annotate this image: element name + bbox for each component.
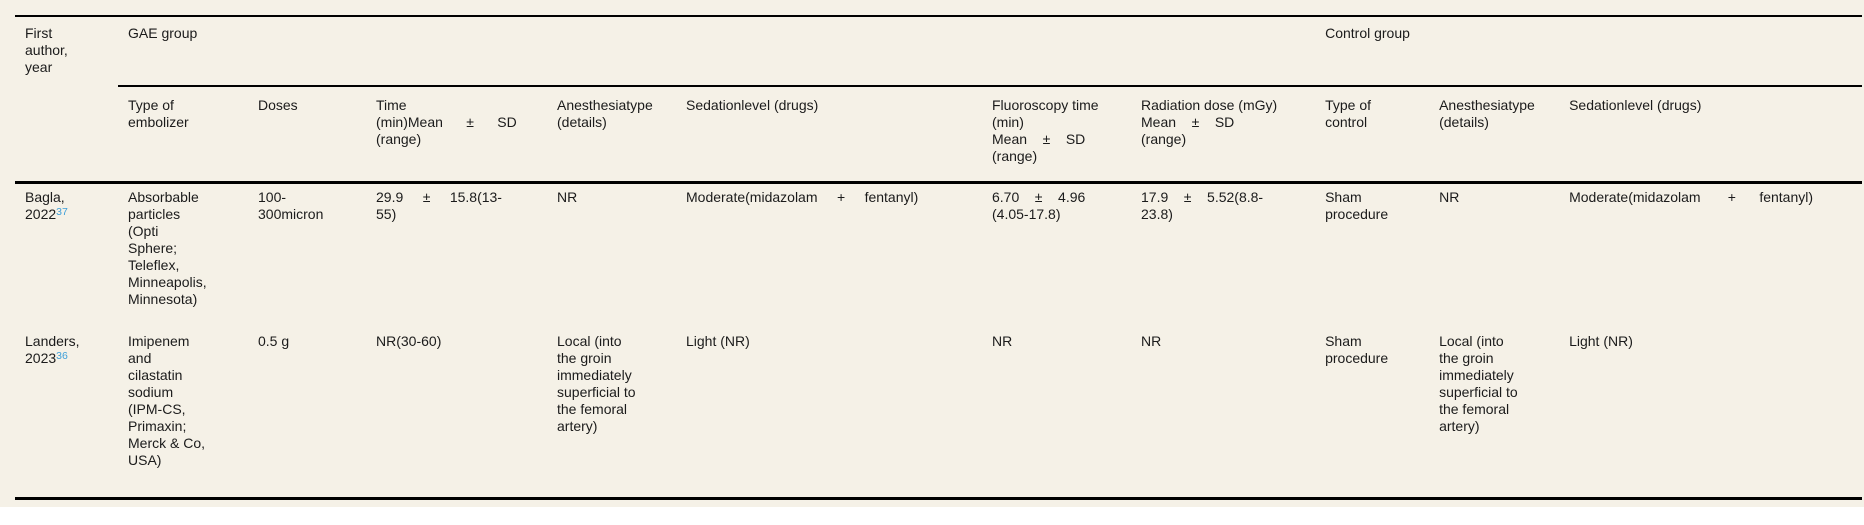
cell-sedation-level-control: Moderate(midazolam + fentanyl) [1569,188,1814,205]
citation-superscript: 37 [56,206,68,218]
table-background-band: First author, year GAE group Control gro… [0,0,1864,507]
header-sedation-level-gae: Sedationlevel (drugs) [676,86,982,184]
cell-time-mean-sd: NR(30-60) [366,328,547,500]
cell-time-mean-sd: 29.9 ± 15.8(13- 55) [376,188,502,222]
cell-sedation-level-gae: Moderate(midazolam + fentanyl) [686,188,919,205]
cell-doses: 0.5 g [248,328,366,500]
header-sedation-level-control: Sedationlevel (drugs) [1559,86,1863,184]
author-year-text: Landers, 2023 [25,333,80,366]
cell-type-of-control: Sham procedure [1325,188,1389,222]
header-radiation-dose: Radiation dose (mGy) Mean ± SD (range) [1131,86,1316,184]
cell-author-year: Bagla, 202237 [15,182,118,328]
citation-superscript: 36 [56,350,68,362]
header-type-of-embolizer: Type of embolizer [118,86,248,184]
cell-type-of-embolizer: Absorbable particles (Opti Sphere; Telef… [128,188,207,307]
cell-sedation-level-gae: Light (NR) [676,328,982,500]
header-fluoroscopy-time: Fluoroscopy time (min) Mean ± SD (range) [982,86,1131,184]
table-row-bagla-2022: Bagla, 202237 Absorbable particles (Opti… [15,182,1862,328]
column-header-row: Type of embolizer Doses Time (min)Mean ±… [15,86,1863,184]
cell-type-of-control: Sham procedure [1315,328,1430,500]
citation-link[interactable]: 37 [56,205,68,218]
header-anesthesia-type-control: Anesthesiatype (details) [1429,86,1560,184]
cell-doses: 100- 300micron [258,188,324,222]
citation-link[interactable]: 36 [56,350,68,362]
cell-radiation-dose: NR [1131,328,1316,500]
cell-anesthesia-type-control: Local (into the groin immediately superf… [1429,328,1560,500]
study-characteristics-table: First author, year GAE group Control gro… [15,15,1863,500]
cell-sedation-level-control: Light (NR) [1559,328,1863,500]
header-control-group: Control group [1315,16,1863,87]
header-type-of-control: Type of control [1315,86,1430,184]
table-row-landers-2023: Landers, 202336 Imipenem and cilastatin … [15,328,1863,500]
header-doses: Doses [248,86,366,184]
header-first-author-year: First author, year [15,16,118,184]
cell-author-year: Landers, 202336 [15,328,118,500]
cell-anesthesia-type-control: NR [1439,188,1460,205]
group-header-row: First author, year GAE group Control gro… [15,16,1863,184]
cell-anesthesia-type-gae: NR [557,188,578,205]
header-gae-group: GAE group [118,16,1316,87]
header-anesthesia-type-gae: Anesthesiatype (details) [547,86,676,184]
cell-radiation-dose: 17.9 ± 5.52(8.8- 23.8) [1141,188,1264,222]
header-time-mean-sd: Time (min)Mean ± SD (range) [366,86,547,184]
cell-fluoroscopy-time: 6.70 ± 4.96 (4.05-17.8) [992,188,1086,222]
author-year-text: Bagla, 2022 [25,188,65,222]
cell-type-of-embolizer: Imipenem and cilastatin sodium (IPM-CS, … [118,328,248,500]
cell-fluoroscopy-time: NR [982,328,1131,500]
cell-anesthesia-type-gae: Local (into the groin immediately superf… [547,328,676,500]
